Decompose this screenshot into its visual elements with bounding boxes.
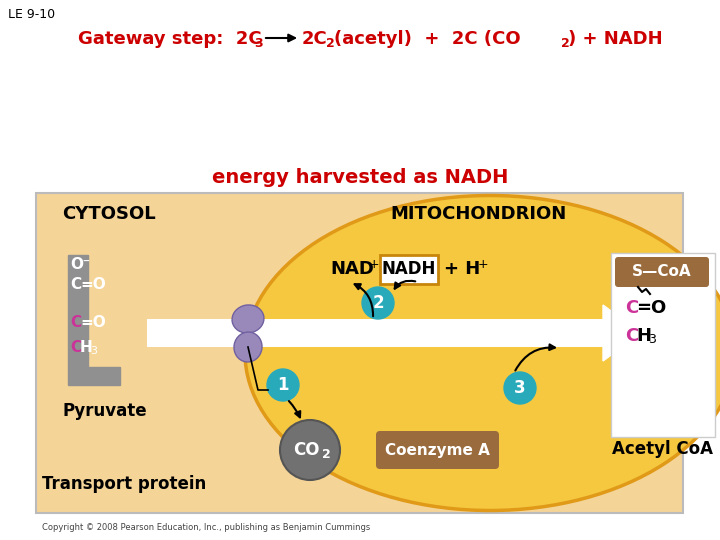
Circle shape xyxy=(504,372,536,404)
Text: MITOCHONDRION: MITOCHONDRION xyxy=(390,205,566,223)
Text: Copyright © 2008 Pearson Education, Inc., publishing as Benjamin Cummings: Copyright © 2008 Pearson Education, Inc.… xyxy=(42,523,370,532)
Text: 2: 2 xyxy=(322,448,330,461)
Text: NAD: NAD xyxy=(330,260,374,278)
Polygon shape xyxy=(68,255,120,385)
Text: CYTOSOL: CYTOSOL xyxy=(62,205,156,223)
Text: =O: =O xyxy=(80,277,106,292)
Text: +: + xyxy=(369,258,379,271)
FancyBboxPatch shape xyxy=(615,257,709,287)
Text: =O: =O xyxy=(636,299,666,317)
Text: C: C xyxy=(625,299,638,317)
Ellipse shape xyxy=(232,305,264,333)
Text: O: O xyxy=(70,257,83,272)
Text: C: C xyxy=(70,277,81,292)
Polygon shape xyxy=(603,305,641,361)
FancyBboxPatch shape xyxy=(380,255,438,284)
Text: Coenzyme A: Coenzyme A xyxy=(385,442,490,457)
Text: Acetyl CoA: Acetyl CoA xyxy=(613,440,714,458)
Text: 3: 3 xyxy=(90,346,97,356)
Circle shape xyxy=(267,369,299,401)
Text: 2C: 2C xyxy=(302,30,328,48)
Text: NADH: NADH xyxy=(382,260,436,278)
Text: C: C xyxy=(625,327,638,345)
Text: + H: + H xyxy=(444,260,480,278)
Text: LE 9-10: LE 9-10 xyxy=(8,8,55,21)
Text: S—CoA: S—CoA xyxy=(632,265,692,280)
Text: H: H xyxy=(80,340,93,355)
Ellipse shape xyxy=(245,195,720,510)
Text: energy harvested as NADH: energy harvested as NADH xyxy=(212,168,508,187)
FancyBboxPatch shape xyxy=(611,253,715,437)
Text: =O: =O xyxy=(80,315,106,330)
Text: +: + xyxy=(478,258,489,271)
Circle shape xyxy=(280,420,340,480)
FancyBboxPatch shape xyxy=(147,319,603,347)
Text: 3: 3 xyxy=(254,37,263,50)
Text: Transport protein: Transport protein xyxy=(42,475,206,493)
Text: 3: 3 xyxy=(514,379,526,397)
Ellipse shape xyxy=(234,332,262,362)
Text: ) + NADH: ) + NADH xyxy=(568,30,662,48)
Text: H: H xyxy=(636,327,651,345)
Text: (acetyl)  +  2C (CO: (acetyl) + 2C (CO xyxy=(334,30,521,48)
Text: Gateway step:  2C: Gateway step: 2C xyxy=(78,30,261,48)
FancyBboxPatch shape xyxy=(36,193,683,513)
Text: 2: 2 xyxy=(372,294,384,312)
Text: CO: CO xyxy=(293,441,319,459)
Text: Pyruvate: Pyruvate xyxy=(62,402,147,420)
Text: –: – xyxy=(82,255,89,269)
Text: 2: 2 xyxy=(326,37,335,50)
Text: 1: 1 xyxy=(277,376,289,394)
Circle shape xyxy=(362,287,394,319)
Text: 2: 2 xyxy=(561,37,570,50)
Text: C: C xyxy=(70,340,81,355)
Text: C: C xyxy=(70,315,81,330)
Text: 3: 3 xyxy=(648,333,656,346)
FancyBboxPatch shape xyxy=(376,431,499,469)
